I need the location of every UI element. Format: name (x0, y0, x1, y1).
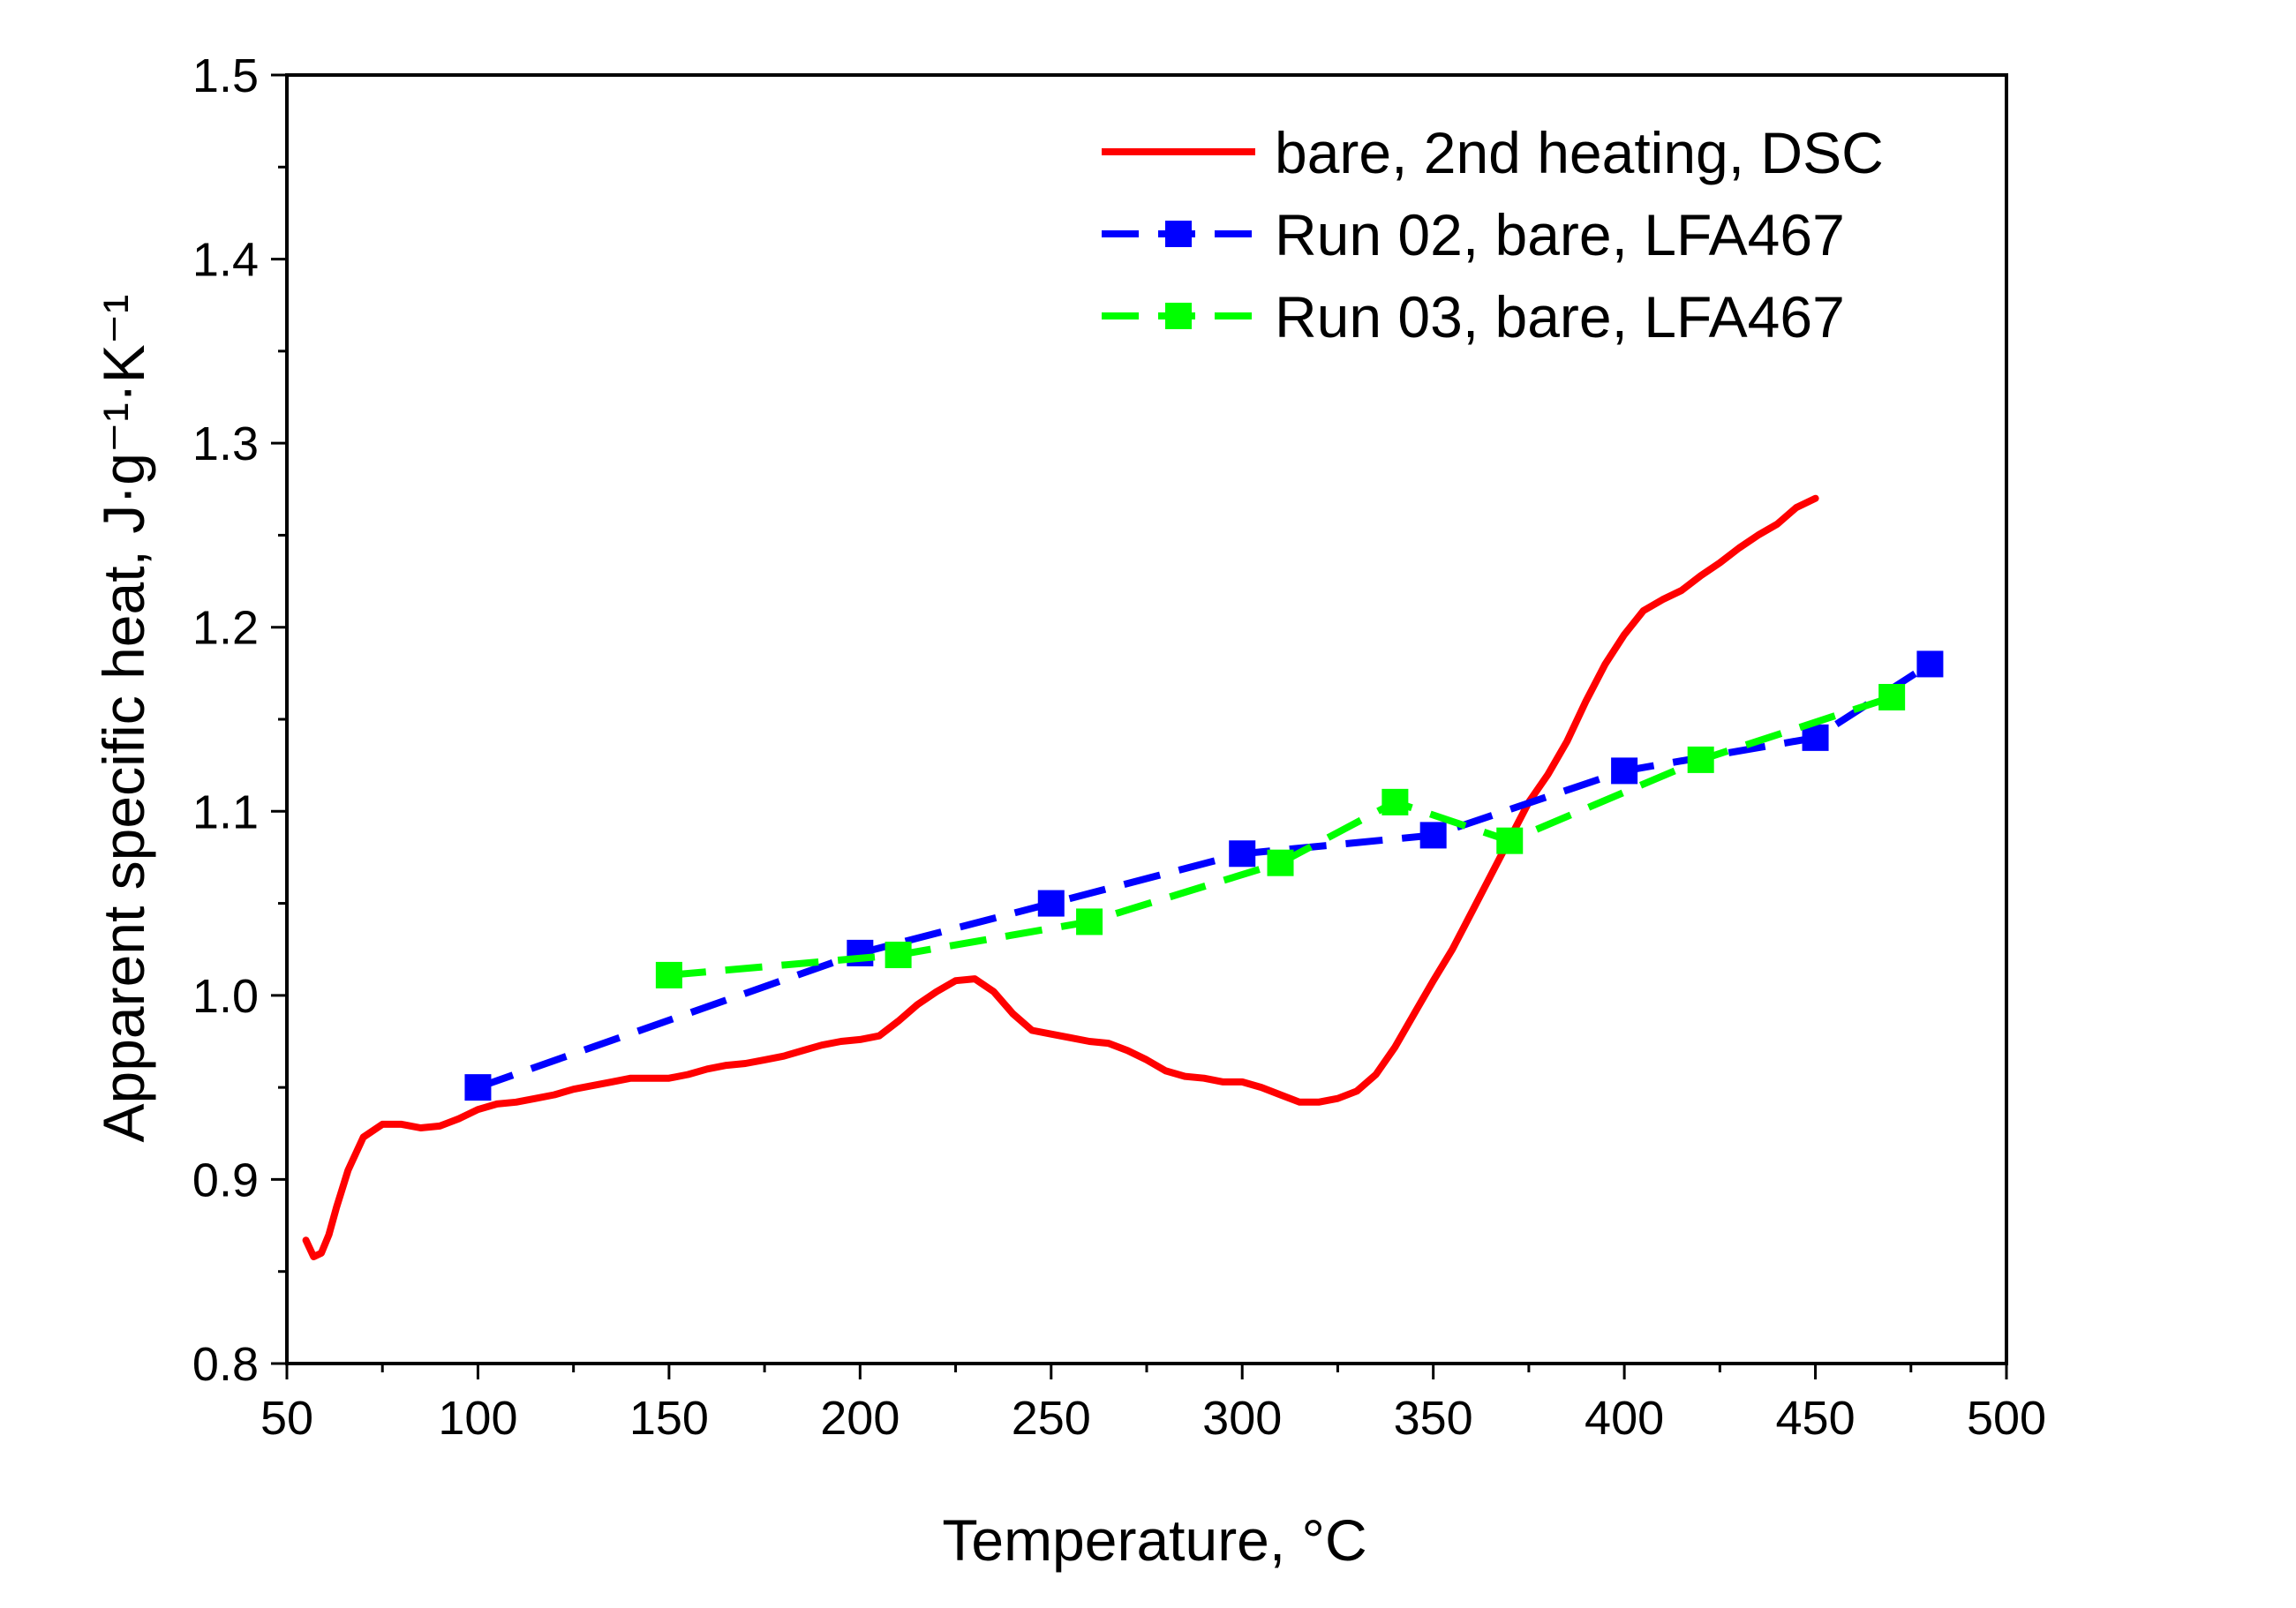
legend-entry-3: Run 03, bare, LFA467 (1102, 284, 1845, 349)
data-point (1229, 840, 1256, 868)
x-tick-label: 350 (1394, 1392, 1473, 1445)
y-tick-label: 0.9 (192, 1153, 259, 1206)
data-point (655, 961, 682, 988)
x-tick-label: 400 (1585, 1392, 1664, 1445)
tick-marks (271, 73, 2008, 1379)
series-line (668, 694, 1893, 979)
y-tick-label: 1.3 (192, 417, 259, 470)
plot-frame (285, 73, 2008, 1365)
data-series (302, 494, 1944, 1260)
y-tick-label: 0.8 (192, 1338, 259, 1391)
data-point (885, 941, 912, 968)
data-point (1878, 683, 1906, 710)
y-tick-label: 1.4 (192, 234, 259, 287)
x-tick-label: 500 (1967, 1392, 2046, 1445)
y-tick-label: 1.5 (192, 49, 259, 102)
tick-labels: 50 100 150 200 250 300 350 400 450 500 0.8 0.9 1.0 1.… (192, 49, 2046, 1445)
data-point (1687, 746, 1714, 773)
y-tick-label: 1.0 (192, 970, 259, 1023)
x-axis-title: Temperature, °C (942, 1507, 1366, 1573)
legend-label: bare, 2nd heating, DSC (1275, 120, 1884, 185)
legend-entry-1: bare, 2nd heating, DSC (1102, 120, 1884, 185)
legend: bare, 2nd heating, DSC Run 02, bare, LFA4… (1102, 120, 1884, 349)
y-axis-title: Apparent specific heat, J·g⁻¹·K⁻¹ (91, 294, 156, 1142)
series-line (302, 494, 1819, 1260)
data-point (1419, 822, 1447, 849)
y-tick-label: 1.1 (192, 785, 259, 838)
data-point (1381, 788, 1409, 815)
legend-label: Run 02, bare, LFA467 (1275, 202, 1845, 267)
legend-label: Run 03, bare, LFA467 (1275, 284, 1845, 349)
x-tick-label: 100 (438, 1392, 517, 1445)
data-point (1076, 908, 1103, 935)
x-tick-label: 300 (1202, 1392, 1282, 1445)
y-tick-label: 1.2 (192, 602, 259, 655)
series-1 (302, 494, 1819, 1260)
data-point (1916, 650, 1944, 678)
data-point (1037, 890, 1065, 917)
x-tick-label: 150 (629, 1392, 709, 1445)
data-point (1496, 827, 1524, 854)
x-tick-label: 50 (260, 1392, 313, 1445)
data-point (464, 1074, 492, 1101)
series-2 (464, 650, 1944, 1101)
data-point (1267, 849, 1294, 876)
legend-swatch-marker (1165, 221, 1192, 247)
x-tick-label: 250 (1012, 1392, 1091, 1445)
series-3 (655, 683, 1906, 988)
axes-frame (285, 73, 2008, 1365)
data-point (1802, 724, 1829, 751)
x-tick-label: 450 (1776, 1392, 1856, 1445)
x-tick-label: 200 (820, 1392, 900, 1445)
legend-entry-2: Run 02, bare, LFA467 (1102, 202, 1845, 267)
legend-swatch-marker (1165, 303, 1192, 329)
data-point (1611, 757, 1638, 785)
